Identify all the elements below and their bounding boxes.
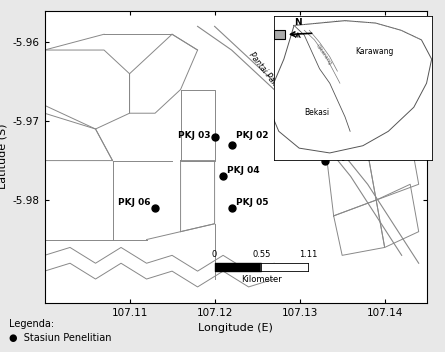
- Text: PKJ 04: PKJ 04: [227, 166, 260, 175]
- Text: Bekasi: Bekasi: [304, 108, 329, 117]
- Text: Pantai Pakisjaya: Pantai Pakisjaya: [247, 51, 292, 105]
- Text: PKJ 02: PKJ 02: [236, 131, 268, 140]
- Text: PKJ 06: PKJ 06: [118, 198, 151, 207]
- Text: Kilometer: Kilometer: [241, 275, 282, 284]
- Text: Cikarang: Cikarang: [314, 43, 332, 66]
- Y-axis label: Latitude (S): Latitude (S): [0, 124, 7, 189]
- Text: Karawang: Karawang: [355, 48, 393, 56]
- Text: 1.11: 1.11: [299, 250, 317, 259]
- Text: 0: 0: [212, 250, 217, 259]
- Text: PKJ 05: PKJ 05: [236, 198, 268, 207]
- Text: 0.55: 0.55: [252, 250, 271, 259]
- Text: Legenda:: Legenda:: [9, 319, 54, 328]
- Text: PKJ 03: PKJ 03: [178, 131, 210, 140]
- X-axis label: Longitude (E): Longitude (E): [198, 323, 273, 333]
- Bar: [274, 30, 285, 39]
- Text: ●  Stasiun Penelitian: ● Stasiun Penelitian: [9, 333, 111, 342]
- Text: N: N: [294, 18, 302, 27]
- Text: PKJ 01: PKJ 01: [329, 152, 362, 161]
